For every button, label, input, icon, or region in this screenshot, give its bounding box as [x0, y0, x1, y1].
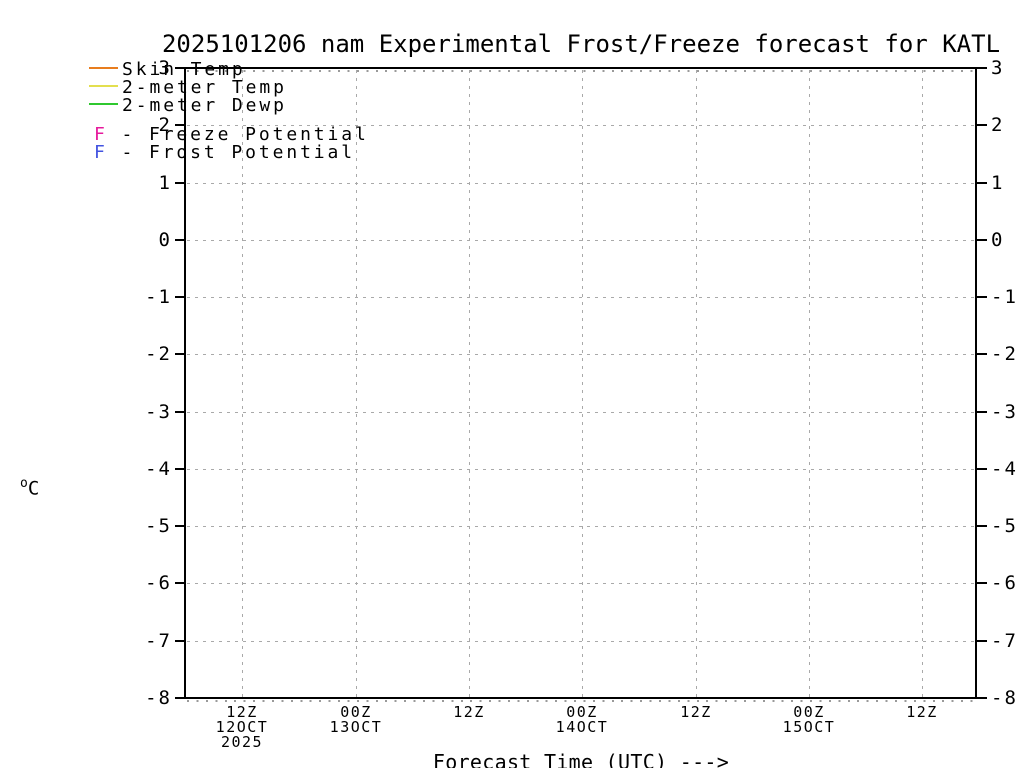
top-minor-ticks: [187, 70, 975, 72]
y-axis-tick-left: [175, 525, 185, 527]
y-axis-tick-left: [175, 582, 185, 584]
y-axis-tick-right: [977, 411, 987, 413]
horizontal-gridline: [187, 240, 975, 241]
horizontal-gridline: [187, 526, 975, 527]
y-axis-tick-right: [977, 525, 987, 527]
y-axis-label-left: 3: [158, 57, 172, 79]
y-axis-tick-left: [175, 468, 185, 470]
plot-area: [184, 67, 977, 699]
y-axis-label-left: 1: [158, 172, 172, 194]
y-axis-label-right: -8: [991, 687, 1018, 709]
y-axis-tick-right: [977, 468, 987, 470]
y-axis-unit-label: oC: [20, 476, 39, 499]
y-axis-label-left: -6: [145, 572, 172, 594]
y-axis-tick-left: [175, 353, 185, 355]
y-axis-tick-right: [977, 353, 987, 355]
y-axis-tick-left: [175, 124, 185, 126]
y-axis-label-right: 2: [991, 114, 1005, 136]
celsius-letter: C: [27, 477, 40, 500]
bottom-minor-ticks: [187, 700, 975, 702]
horizontal-gridline: [187, 125, 975, 126]
y-axis-label-right: -2: [991, 343, 1018, 365]
x-axis-label: 2025: [220, 733, 264, 751]
vertical-gridline: [469, 70, 470, 697]
y-axis-label-right: -5: [991, 515, 1018, 537]
y-axis-label-right: -1: [991, 286, 1018, 308]
chart-title: 2025101206 nam Experimental Frost/Freeze…: [161, 30, 1001, 58]
y-axis-tick-left: [175, 697, 185, 699]
x-axis-label: 12Z: [453, 703, 485, 721]
y-axis-tick-right: [977, 182, 987, 184]
horizontal-gridline: [187, 583, 975, 584]
y-axis-tick-left: [175, 67, 185, 69]
legend-label-2m-temp: 2-meter Temp: [122, 77, 287, 98]
legend-label-2m-dewp: 2-meter Dewp: [122, 95, 287, 116]
y-axis-tick-left: [175, 182, 185, 184]
horizontal-gridline: [187, 412, 975, 413]
y-axis-label-right: 1: [991, 172, 1005, 194]
x-axis-label: 12Z: [226, 703, 258, 721]
y-axis-tick-right: [977, 296, 987, 298]
vertical-gridline: [809, 70, 810, 697]
vertical-gridline: [356, 70, 357, 697]
x-axis-title: Forecast Time (UTC) --->: [432, 750, 730, 768]
x-axis-label: 00Z: [793, 703, 825, 721]
y-axis-tick-right: [977, 582, 987, 584]
y-axis-tick-right: [977, 239, 987, 241]
y-axis-label-right: -6: [991, 572, 1018, 594]
y-axis-tick-left: [175, 296, 185, 298]
y-axis-label-left: -3: [145, 401, 172, 423]
x-axis-label: 12Z: [906, 703, 938, 721]
y-axis-label-left: -4: [145, 458, 172, 480]
vertical-gridline: [922, 70, 923, 697]
2m-dewp-line-swatch: [89, 103, 118, 105]
y-axis-tick-right: [977, 124, 987, 126]
y-axis-label-right: 0: [991, 229, 1005, 251]
x-axis-label: 12OCT: [215, 718, 269, 736]
y-axis-label-left: -8: [145, 687, 172, 709]
horizontal-gridline: [187, 297, 975, 298]
horizontal-gridline: [187, 183, 975, 184]
y-axis-tick-right: [977, 697, 987, 699]
y-axis-tick-right: [977, 640, 987, 642]
skin-temp-line-swatch: [89, 67, 118, 69]
y-axis-tick-left: [175, 411, 185, 413]
y-axis-tick-left: [175, 640, 185, 642]
x-axis-label: 15OCT: [782, 718, 836, 736]
degree-sup: o: [20, 476, 28, 491]
y-axis-label-left: 0: [158, 229, 172, 251]
y-axis-label-right: -7: [991, 630, 1018, 652]
y-axis-label-left: -1: [145, 286, 172, 308]
y-axis-tick-right: [977, 67, 987, 69]
x-axis-label: 00Z: [340, 703, 372, 721]
x-axis-label: 14OCT: [555, 718, 609, 736]
horizontal-gridline: [187, 469, 975, 470]
y-axis-label-left: -2: [145, 343, 172, 365]
x-axis-label: 13OCT: [329, 718, 383, 736]
y-axis-label-right: -4: [991, 458, 1018, 480]
y-axis-label-left: -5: [145, 515, 172, 537]
horizontal-gridline: [187, 354, 975, 355]
vertical-gridline: [242, 70, 243, 697]
y-axis-label-left: 2: [158, 114, 172, 136]
y-axis-label-right: -3: [991, 401, 1018, 423]
y-axis-label-left: -7: [145, 630, 172, 652]
2m-temp-line-swatch: [89, 85, 118, 87]
horizontal-gridline: [187, 641, 975, 642]
x-axis-label: 00Z: [566, 703, 598, 721]
legend-frost-potential: F - Frost Potential: [94, 142, 356, 163]
vertical-gridline: [582, 70, 583, 697]
x-axis-label: 12Z: [680, 703, 712, 721]
legend-freeze-potential: F - Freeze Potential: [94, 124, 369, 145]
legend-label-skin-temp: Skin Temp: [122, 59, 246, 80]
vertical-gridline: [696, 70, 697, 697]
y-axis-tick-left: [175, 239, 185, 241]
y-axis-label-right: 3: [991, 57, 1005, 79]
